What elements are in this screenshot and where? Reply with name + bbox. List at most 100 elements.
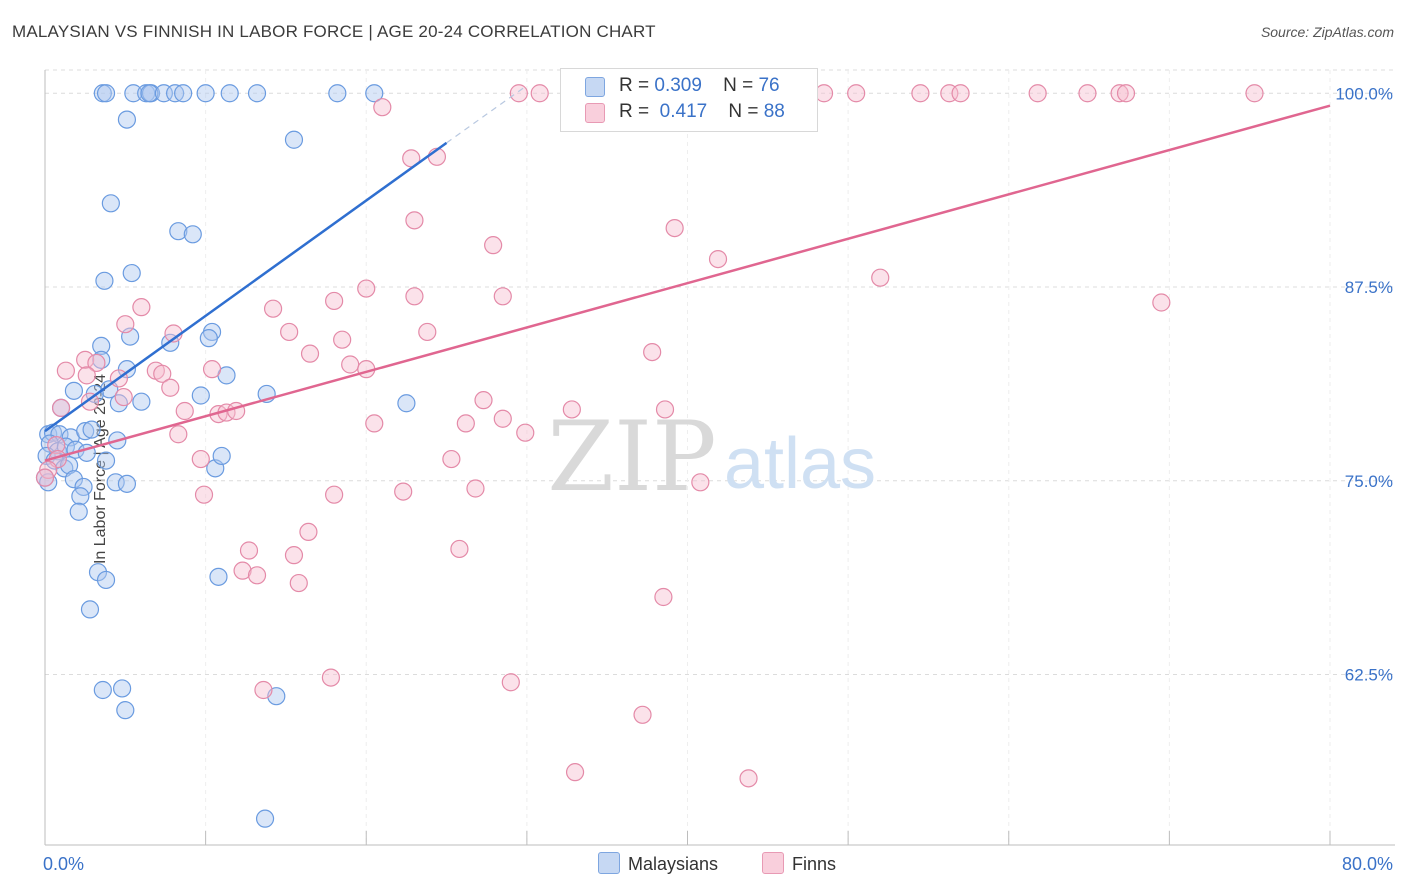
legend-r-label: R =	[619, 101, 650, 122]
axes	[44, 70, 1395, 846]
y-tick-label: 75.0%	[1345, 472, 1393, 491]
finn-point	[633, 705, 652, 724]
y-tick-label: 62.5%	[1345, 666, 1393, 685]
bottom-legend-label-finns: Finns	[792, 854, 837, 874]
source-label: Source: ZipAtlas.com	[1260, 24, 1394, 40]
finn-point	[289, 573, 308, 593]
finn-point	[654, 587, 673, 607]
finn-point	[153, 364, 172, 383]
finn-point	[194, 485, 214, 504]
malaysian-point	[96, 84, 116, 103]
finn-point	[871, 268, 890, 287]
finn-point	[466, 479, 485, 498]
gridlines	[44, 69, 1395, 845]
malaysian-point	[101, 194, 120, 213]
trend-lines	[44, 85, 1331, 462]
finn-point	[739, 769, 758, 788]
malaysian-point	[140, 84, 159, 103]
malaysian-point	[112, 679, 132, 698]
malaysian-point	[365, 84, 384, 103]
finn-point	[333, 330, 352, 349]
malaysian-point	[124, 84, 143, 103]
finn-point	[299, 522, 318, 542]
bottom-legend-label-malaysians: Malaysians	[628, 854, 719, 874]
malaysian-point	[76, 422, 95, 441]
finn-point	[509, 84, 528, 103]
malaysian-point	[109, 394, 128, 413]
finn-point	[341, 355, 360, 374]
finn-point	[951, 84, 970, 103]
x-tick-label: 0.0%	[43, 854, 84, 874]
finn-point	[493, 409, 512, 428]
legend-r-value: 0.309	[654, 75, 702, 96]
finn-point	[191, 449, 210, 469]
finn-point	[321, 668, 341, 687]
finn-point	[233, 561, 252, 580]
malaysian-point	[220, 84, 239, 103]
malaysian-trend-line	[44, 141, 448, 433]
malaysian-point	[196, 84, 215, 103]
finn-point	[562, 400, 581, 419]
legend-n-value: 88	[763, 101, 785, 122]
bottom-legend-malaysians: Malaysians	[598, 852, 718, 875]
finn-point	[1116, 84, 1136, 103]
finn-point	[263, 299, 283, 318]
y-tick-label: 100.0%	[1335, 84, 1393, 103]
malaysian-point	[212, 446, 231, 466]
finn-point	[565, 763, 585, 782]
finn-point	[247, 566, 267, 585]
malaysian-point	[93, 680, 112, 700]
malaysian-point	[122, 263, 141, 283]
series-malaysians	[35, 84, 416, 828]
legend-n-value: 76	[758, 75, 780, 96]
finn-point	[665, 219, 684, 238]
watermark-zip: ZIP	[547, 401, 716, 513]
malaysian-point	[132, 392, 151, 411]
chart-title: MALAYSIAN VS FINNISH IN LABOR FORCE | AG…	[12, 22, 656, 41]
finn-point	[325, 291, 344, 311]
bottom-legend-finns: Finns	[762, 852, 836, 875]
malaysian-point	[64, 381, 84, 400]
y-tick-label: 87.5%	[1345, 278, 1393, 297]
finn-point	[1078, 84, 1097, 103]
legend-r-value: 0.417	[659, 101, 708, 122]
finn-point	[530, 84, 549, 103]
finn-point	[655, 400, 675, 419]
malaysian-point	[71, 487, 90, 506]
malaysian-point	[199, 329, 218, 348]
malaysian-point	[96, 570, 116, 590]
finn-point	[284, 546, 304, 565]
malaysian-point	[284, 130, 304, 149]
finn-point	[405, 211, 424, 230]
watermark-atlas: atlas	[724, 424, 876, 504]
finn-point	[76, 350, 95, 369]
finn-point	[708, 250, 728, 269]
malaysian-point	[255, 809, 275, 828]
finn-point	[80, 392, 100, 411]
finn-point	[474, 391, 493, 410]
finn-point	[169, 425, 188, 444]
finn-point	[202, 360, 222, 379]
finn-point	[814, 84, 834, 103]
malaysian-point	[117, 110, 137, 129]
finn-point	[501, 673, 520, 692]
finn-point	[35, 468, 55, 487]
finn-point	[47, 436, 66, 455]
finn-point	[239, 541, 259, 560]
finn-point	[51, 398, 71, 417]
bottom-legend-swatch-malaysians	[598, 852, 620, 874]
finn-point	[300, 344, 320, 363]
finn-point	[1152, 293, 1171, 312]
malaysian-point	[397, 394, 416, 413]
finn-point	[132, 298, 151, 317]
finn-point	[418, 322, 437, 342]
malaysian-point	[69, 502, 88, 521]
tick-labels: 62.5% 75.0% 87.5% 100.0% 0.0% 80.0%	[43, 84, 1393, 874]
malaysian-point	[82, 420, 101, 439]
zipatlas-watermark: ZIP atlas	[547, 401, 876, 513]
finn-point	[516, 423, 535, 442]
bottom-legend-swatch-finns	[762, 852, 784, 874]
malaysian-point	[80, 600, 100, 619]
malaysian-point	[328, 84, 347, 103]
finn-point	[442, 449, 461, 469]
